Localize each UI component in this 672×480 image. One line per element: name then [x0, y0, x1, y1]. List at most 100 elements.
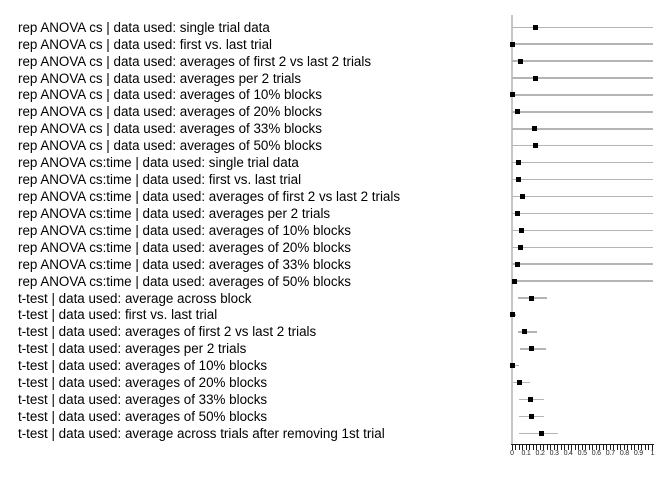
- row-label: rep ANOVA cs:time | data used: single tr…: [18, 155, 299, 171]
- data-point-marker: [533, 24, 539, 30]
- data-point-marker: [515, 177, 521, 183]
- axis-tick-label: 1: [650, 450, 655, 457]
- row-label: t-test | data used: averages of first 2 …: [18, 324, 317, 340]
- axis-minor-tick: [588, 445, 590, 450]
- axis-minor-tick: [595, 445, 597, 450]
- error-bar: [512, 229, 653, 232]
- data-point-marker: [515, 210, 521, 216]
- error-bar: [512, 280, 653, 282]
- axis-minor-tick: [511, 445, 513, 450]
- row-label: t-test | data used: first vs. last trial: [18, 307, 218, 323]
- error-bar: [512, 263, 653, 265]
- axis-tick-label: 0.2: [535, 450, 545, 457]
- error-bar: [512, 195, 653, 198]
- row-label: t-test | data used: averages of 10% bloc…: [18, 358, 268, 374]
- axis-minor-tick: [574, 445, 576, 450]
- axis-tick-label: 0.7: [605, 450, 615, 457]
- data-point-marker: [517, 58, 523, 64]
- error-bar: [512, 43, 653, 45]
- axis-minor-tick: [623, 445, 625, 450]
- error-bar: [512, 246, 653, 248]
- data-point-marker: [539, 430, 544, 436]
- error-bar: [512, 111, 653, 113]
- axis-minor-tick: [543, 445, 545, 450]
- axis-minor-tick: [627, 445, 629, 450]
- data-point-marker: [529, 413, 535, 419]
- axis-minor-tick: [616, 445, 618, 450]
- data-point-marker: [514, 261, 520, 267]
- row-label: rep ANOVA cs:time | data used: averages …: [18, 256, 351, 272]
- data-point-marker: [529, 346, 535, 352]
- error-bar: [512, 60, 653, 62]
- axis-minor-tick: [532, 445, 534, 450]
- axis-minor-tick: [644, 445, 646, 450]
- axis-minor-tick: [609, 445, 611, 450]
- axis-minor-tick: [634, 445, 636, 450]
- axis-minor-tick: [560, 445, 562, 450]
- axis-minor-tick: [525, 445, 527, 450]
- data-point-marker: [509, 312, 515, 318]
- data-point-marker: [533, 143, 539, 149]
- row-label: rep ANOVA cs | data used: averages of 50…: [18, 138, 322, 154]
- row-label: rep ANOVA cs | data used: averages of 33…: [18, 121, 322, 137]
- error-bar: [512, 94, 653, 96]
- error-bar: [512, 77, 653, 79]
- axis-tick-label: 0: [510, 450, 514, 457]
- axis-minor-tick: [613, 445, 615, 450]
- row-label: rep ANOVA cs | data used: averages of 10…: [18, 87, 322, 103]
- axis-minor-tick: [557, 445, 559, 450]
- error-bar: [517, 331, 538, 333]
- axis-minor-tick: [602, 445, 604, 450]
- data-point-marker: [515, 109, 521, 115]
- error-bar: [512, 212, 653, 215]
- data-point-marker: [522, 329, 528, 335]
- error-bar: [512, 26, 653, 29]
- error-bar: [512, 128, 653, 130]
- data-point-marker: [518, 244, 524, 250]
- axis-tick-label: 0.9: [633, 450, 643, 457]
- axis-minor-tick: [553, 445, 555, 450]
- row-label: rep ANOVA cs | data used: single trial d…: [18, 19, 270, 35]
- axis-minor-tick: [515, 445, 516, 450]
- axis-tick-label: 0.5: [577, 450, 587, 457]
- axis-minor-tick: [630, 445, 632, 450]
- axis-minor-tick: [606, 445, 608, 450]
- row-label: rep ANOVA cs | data used: averages per 2…: [18, 70, 302, 86]
- axis-minor-tick: [529, 445, 531, 450]
- row-label: rep ANOVA cs:time | data used: averages …: [18, 222, 351, 238]
- axis-minor-tick: [522, 445, 524, 450]
- error-bar: [512, 178, 653, 181]
- axis-minor-tick: [567, 445, 569, 450]
- data-point-marker: [509, 41, 515, 47]
- axis-minor-tick: [599, 445, 601, 450]
- data-point-marker: [509, 92, 515, 98]
- data-point-marker: [509, 363, 515, 369]
- data-point-marker: [516, 380, 522, 386]
- row-label: rep ANOVA cs:time | data used: averages …: [18, 205, 331, 221]
- axis-minor-tick: [585, 445, 587, 450]
- axis-tick-label: 0.8: [619, 450, 629, 457]
- row-label: t-test | data used: average across trial…: [18, 425, 385, 441]
- axis-tick-label: 0.4: [563, 450, 573, 457]
- axis-minor-tick: [564, 445, 566, 450]
- axis-minor-tick: [546, 445, 548, 450]
- axis-minor-tick: [536, 445, 538, 450]
- axis-minor-tick: [637, 445, 639, 450]
- axis-minor-tick: [620, 445, 622, 450]
- row-label: rep ANOVA cs:time | data used: averages …: [18, 273, 351, 289]
- axis-minor-tick: [550, 445, 552, 450]
- row-label: rep ANOVA cs | data used: averages of fi…: [18, 53, 372, 69]
- x-axis-line: [511, 444, 654, 445]
- axis-minor-tick: [578, 445, 580, 450]
- data-point-marker: [511, 278, 517, 284]
- error-bar: [512, 144, 653, 147]
- axis-minor-tick: [571, 445, 573, 450]
- data-point-marker: [531, 126, 537, 132]
- data-point-marker: [533, 75, 539, 81]
- axis-minor-tick: [539, 445, 541, 450]
- row-label: t-test | data used: averages of 33% bloc…: [18, 392, 268, 408]
- error-bar: [519, 432, 559, 435]
- axis-tick-label: 0.3: [549, 450, 559, 457]
- data-point-marker: [515, 160, 521, 166]
